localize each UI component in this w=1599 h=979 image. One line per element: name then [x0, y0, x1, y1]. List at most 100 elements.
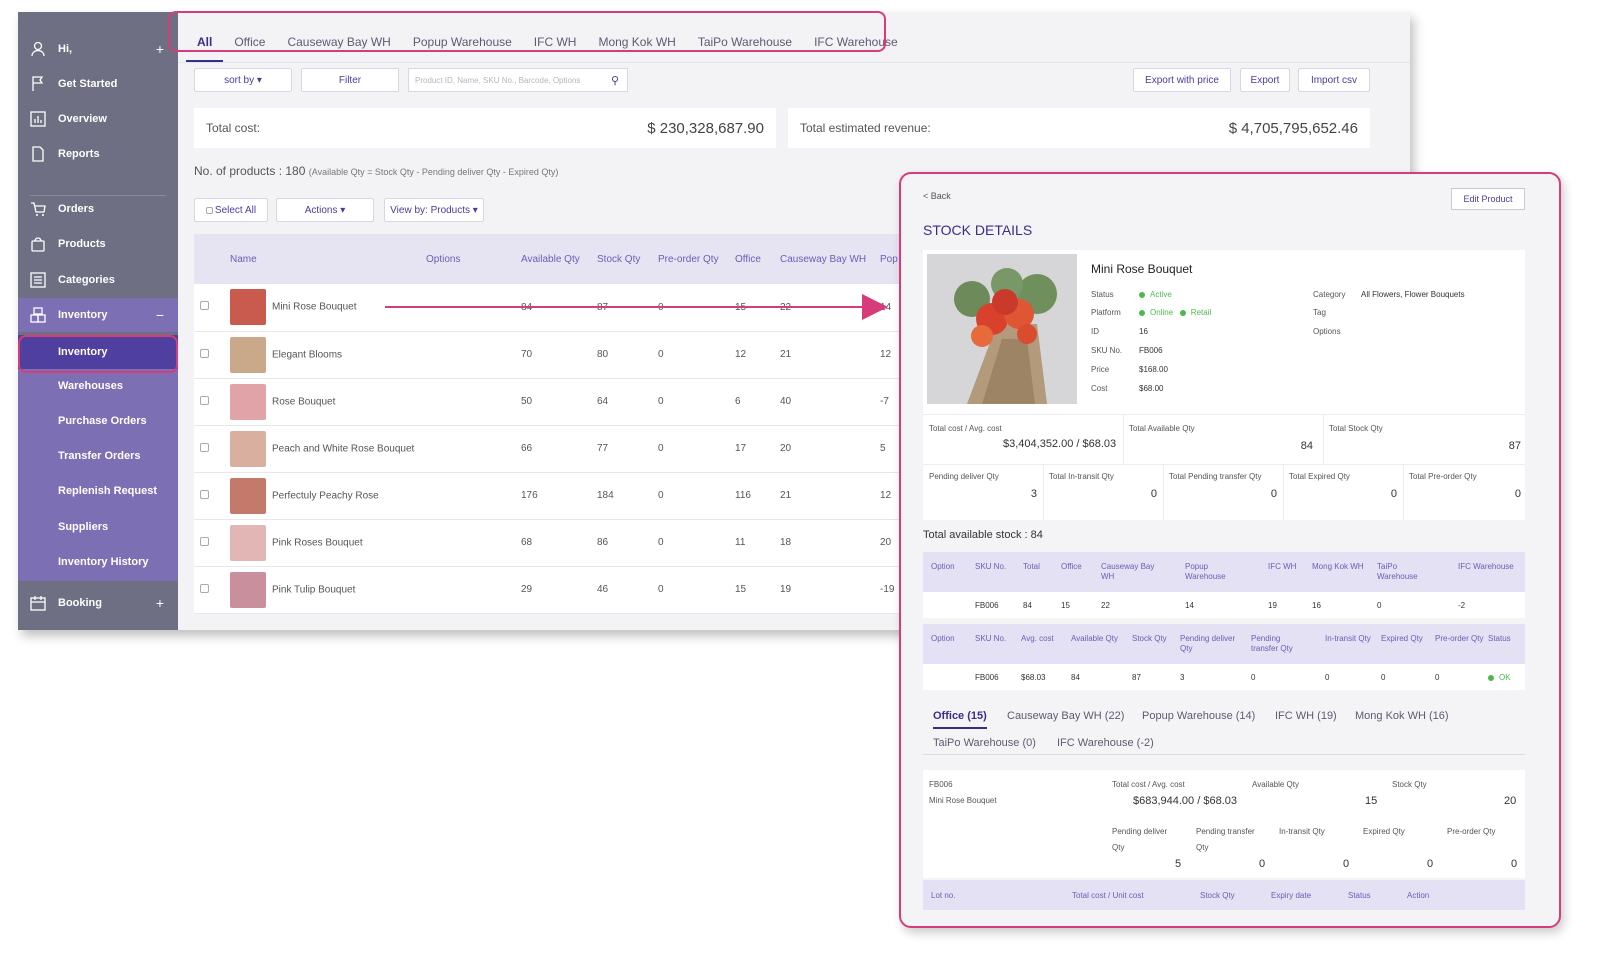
- stat-value: 0: [1270, 488, 1277, 500]
- cost-table-row: FB006 $68.03 84 87 3 0 0 0 0 OK: [923, 664, 1525, 690]
- cell-cb: 19: [774, 566, 874, 614]
- tab-causeway-bay-detail[interactable]: Causeway Bay WH (22): [1007, 710, 1125, 722]
- header-stock-qty[interactable]: Stock Qty: [591, 234, 652, 284]
- tab-causeway-bay-wh[interactable]: Causeway Bay WH: [287, 35, 391, 49]
- column-header: SKU No.: [975, 634, 1007, 643]
- sidebar-subitem-transfer-orders[interactable]: Transfer Orders: [18, 439, 178, 473]
- row-checkbox[interactable]: [200, 348, 209, 358]
- sidebar-subitem-suppliers[interactable]: Suppliers: [18, 510, 178, 544]
- sidebar-subitem-inventory-history[interactable]: Inventory History: [18, 545, 178, 579]
- product-name[interactable]: Rose Bouquet: [272, 396, 336, 408]
- id-field: ID 16: [1091, 327, 1148, 336]
- tab-all[interactable]: All: [186, 22, 224, 62]
- collapse-icon[interactable]: −: [155, 307, 164, 323]
- actions-dropdown[interactable]: Actions ▾: [276, 198, 374, 222]
- tab-office[interactable]: Office: [234, 35, 266, 49]
- total-cost-value: $ 230,328,687.90: [647, 119, 764, 137]
- sidebar-subitem-purchase-orders[interactable]: Purchase Orders: [18, 404, 178, 438]
- filter-button[interactable]: Filter: [301, 68, 399, 92]
- header-name[interactable]: Name: [224, 234, 420, 284]
- header-office[interactable]: Office: [729, 234, 774, 284]
- product-thumbnail[interactable]: [230, 289, 266, 326]
- select-all-button[interactable]: Select All: [194, 198, 268, 222]
- tab-taipo-warehouse[interactable]: TaiPo Warehouse: [697, 35, 793, 49]
- warehouse-tabs: All Office Causeway Bay WH Popup Warehou…: [186, 22, 909, 62]
- product-thumbnail[interactable]: [230, 430, 266, 467]
- tab-ifc-warehouse-detail[interactable]: IFC Warehouse (-2): [1057, 737, 1154, 749]
- tab-popup-detail[interactable]: Popup Warehouse (14): [1142, 710, 1256, 722]
- stat-value: 0: [1150, 488, 1157, 500]
- cell-available: 29: [515, 566, 591, 614]
- header-available-qty[interactable]: Available Qty: [515, 234, 591, 284]
- divider: [1163, 464, 1164, 520]
- sidebar-item-overview[interactable]: Overview: [18, 102, 178, 136]
- expand-icon[interactable]: +: [155, 41, 164, 57]
- product-name[interactable]: Pink Roses Bouquet: [272, 537, 363, 549]
- expand-icon[interactable]: +: [155, 595, 164, 611]
- tabs-divider: [178, 62, 1410, 63]
- sidebar-item-get-started[interactable]: Get Started: [18, 67, 178, 101]
- tab-ifc-wh-detail[interactable]: IFC WH (19): [1275, 710, 1337, 722]
- edit-product-button[interactable]: Edit Product: [1451, 188, 1525, 210]
- tab-mong-kok-detail[interactable]: Mong Kok WH (16): [1355, 710, 1449, 722]
- cell-office: 15: [729, 566, 774, 614]
- lot-header-stock-qty: Stock Qty: [1200, 891, 1235, 900]
- row-checkbox[interactable]: [200, 489, 209, 499]
- sidebar-item-categories[interactable]: Categories: [18, 263, 178, 297]
- sidebar-subitem-label: Inventory History: [58, 556, 149, 568]
- tab-popup-warehouse[interactable]: Popup Warehouse: [412, 35, 512, 49]
- product-thumbnail[interactable]: [230, 571, 266, 608]
- product-name[interactable]: Elegant Blooms: [272, 349, 343, 361]
- product-thumbnail[interactable]: [230, 477, 266, 514]
- sidebar-subitem-replenish-request[interactable]: Replenish Request: [18, 474, 178, 508]
- product-name[interactable]: Pink Tulip Bouquet: [272, 584, 356, 596]
- office-transfer-label-line1: Pending transfer: [1196, 827, 1255, 836]
- export-with-price-button[interactable]: Export with price: [1133, 68, 1231, 92]
- column-header: IFC Warehouse: [1458, 562, 1514, 571]
- row-checkbox-cell: [194, 331, 224, 379]
- tab-ifc-warehouse[interactable]: IFC Warehouse: [814, 35, 898, 49]
- sidebar-item-booking[interactable]: Booking +: [18, 586, 178, 620]
- sidebar-subitem-warehouses[interactable]: Warehouses: [18, 369, 178, 403]
- tab-taipo-detail[interactable]: TaiPo Warehouse (0): [933, 737, 1036, 749]
- product-thumbnail[interactable]: [230, 524, 266, 561]
- header-options[interactable]: Options: [420, 234, 515, 284]
- sidebar-subitem-inventory[interactable]: Inventory: [18, 335, 178, 369]
- row-checkbox[interactable]: [200, 442, 209, 452]
- search-input[interactable]: Product ID, Name, SKU No., Barcode, Opti…: [408, 68, 628, 92]
- cell-stock: 46: [591, 566, 652, 614]
- header-preorder-qty[interactable]: Pre-order Qty: [652, 234, 729, 284]
- view-by-dropdown[interactable]: View by: Products ▾: [384, 198, 484, 222]
- import-csv-button[interactable]: Import csv: [1298, 68, 1370, 92]
- office-stock-label: Stock Qty: [1392, 780, 1427, 789]
- export-button[interactable]: Export: [1240, 68, 1290, 92]
- sidebar-item-reports[interactable]: Reports: [18, 137, 178, 171]
- row-checkbox[interactable]: [200, 536, 209, 546]
- tab-mong-kok-wh[interactable]: Mong Kok WH: [598, 35, 676, 49]
- row-checkbox[interactable]: [200, 395, 209, 405]
- product-thumbnail[interactable]: [230, 383, 266, 420]
- row-checkbox[interactable]: [200, 301, 209, 311]
- tag-label: Tag: [1313, 308, 1326, 317]
- back-link[interactable]: < Back: [923, 191, 951, 201]
- search-icon[interactable]: ⚲: [610, 75, 619, 87]
- sidebar-item-inventory-group[interactable]: Inventory −: [18, 298, 178, 332]
- header-causeway-bay-wh[interactable]: Causeway Bay WH: [774, 234, 874, 284]
- cell-cb: 20: [774, 425, 874, 473]
- tab-ifc-wh[interactable]: IFC WH: [533, 35, 577, 49]
- product-thumbnail[interactable]: [230, 336, 266, 373]
- product-name[interactable]: Mini Rose Bouquet: [272, 301, 357, 313]
- row-checkbox[interactable]: [200, 583, 209, 593]
- sidebar-item-user[interactable]: Hi, +: [18, 32, 178, 66]
- product-name[interactable]: Perfectuly Peachy Rose: [272, 490, 379, 502]
- header-checkbox-cell: [194, 234, 224, 284]
- sidebar-item-products[interactable]: Products: [18, 227, 178, 261]
- sort-by-button[interactable]: sort by ▾: [194, 68, 292, 92]
- cell-preorder: 0: [652, 566, 729, 614]
- options-label: Options: [1313, 327, 1341, 336]
- product-name[interactable]: Peach and White Rose Bouquet: [272, 443, 415, 455]
- cell-cb: 40: [774, 378, 874, 426]
- tab-office-detail[interactable]: Office (15): [933, 710, 987, 729]
- sidebar-item-orders[interactable]: Orders: [18, 192, 178, 226]
- office-sku: FB006: [929, 780, 953, 789]
